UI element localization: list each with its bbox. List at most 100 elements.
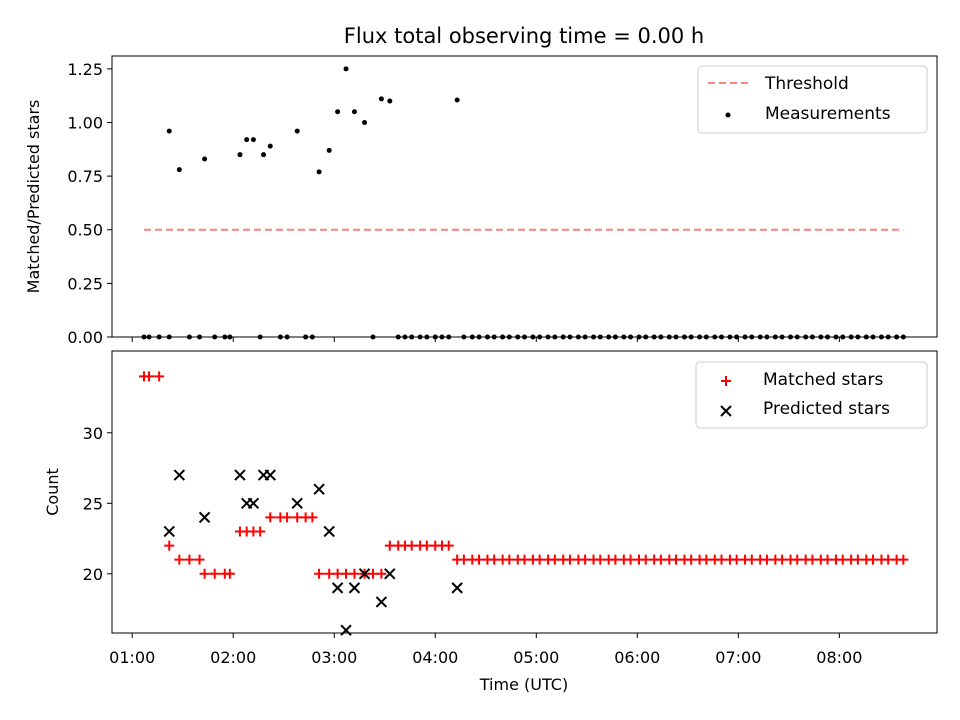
matched-star-marker — [174, 554, 185, 565]
matched-star-marker — [224, 568, 235, 579]
measurement-point — [326, 147, 332, 153]
matched-star-marker — [332, 568, 343, 579]
matched-star-marker — [376, 568, 387, 579]
predicted-star-marker — [331, 582, 344, 594]
matched-star-marker — [341, 568, 352, 579]
measurement-point — [848, 334, 854, 340]
measurement-point — [560, 334, 566, 340]
matched-star-marker — [184, 554, 195, 565]
measurement-point — [378, 96, 384, 102]
x-axis-label: Time (UTC) — [479, 675, 568, 694]
measurement-point — [757, 334, 763, 340]
matched-star-marker — [580, 554, 591, 565]
matched-star-marker — [610, 554, 621, 565]
predicted-star-marker — [234, 469, 246, 481]
matched-star-marker — [625, 554, 636, 565]
matched-star-marker — [898, 554, 909, 565]
matched-star-marker — [504, 554, 515, 565]
measurement-point — [606, 334, 612, 340]
legend-matched-swatch — [721, 376, 731, 386]
measurement-point — [833, 334, 839, 340]
measurement-point — [303, 334, 309, 340]
matched-star-marker — [761, 554, 772, 565]
measurement-point — [141, 334, 147, 340]
measurement-point — [788, 334, 794, 340]
bottom-y-axis-label: Count — [43, 468, 62, 516]
top-y-tick-label: 0.50 — [67, 221, 103, 240]
measurement-point — [257, 334, 263, 340]
measurement-point — [515, 334, 521, 340]
measurement-point — [439, 334, 445, 340]
legend-predicted-swatch — [720, 405, 732, 417]
measurement-point — [855, 334, 861, 340]
measurement-point — [424, 334, 430, 340]
measurement-point — [651, 334, 657, 340]
x-tick-label: 07:00 — [715, 648, 761, 667]
measurement-point — [727, 334, 733, 340]
measurement-point — [734, 334, 740, 340]
measurement-point — [166, 334, 172, 340]
measurement-point — [621, 334, 627, 340]
matched-star-marker — [883, 554, 894, 565]
predicted-star-marker — [264, 469, 276, 481]
legend-predicted-label: Predicted stars — [763, 399, 890, 419]
measurement-point — [840, 334, 846, 340]
matched-star-marker — [164, 540, 175, 551]
matched-star-marker — [199, 568, 210, 579]
matched-star-marker — [154, 371, 165, 382]
matched-star-marker — [144, 371, 155, 382]
matched-star-marker — [489, 554, 500, 565]
predicted-star-marker — [247, 497, 260, 509]
matched-star-marker — [443, 540, 454, 551]
measurement-point — [803, 334, 809, 340]
legend-threshold-label: Threshold — [764, 74, 849, 94]
bottom-y-tick-label: 30 — [83, 424, 103, 443]
predicted-star-marker — [173, 469, 186, 481]
measurement-point — [402, 334, 408, 340]
matched-star-marker — [384, 540, 395, 551]
measurement-point — [446, 334, 452, 340]
measurement-point — [567, 334, 573, 340]
figure-title: Flux total observing time = 0.00 h — [344, 24, 704, 48]
measurement-point — [417, 334, 423, 340]
measurement-point — [643, 334, 649, 340]
measurement-point — [703, 334, 709, 340]
top-panel: 0.00 0.25 0.50 0.75 1.00 1.25 Matched/Predict… — [24, 55, 938, 347]
measurement-point — [794, 334, 800, 340]
predicted-star-marker — [313, 483, 325, 495]
legend-measurements-label: Measurements — [765, 104, 891, 124]
measurement-point — [697, 334, 703, 340]
measurement-point — [316, 169, 322, 175]
legend-measurements-swatch — [725, 112, 731, 118]
measurement-point — [552, 334, 558, 340]
matched-star-marker — [324, 568, 335, 579]
top-legend-box — [697, 65, 928, 134]
measurement-point — [870, 334, 876, 340]
measurement-point — [294, 128, 300, 134]
predicted-star-marker — [384, 568, 396, 580]
x-tick-label: 08:00 — [816, 648, 862, 667]
bottom-y-tick-label: 20 — [83, 565, 103, 584]
bottom-axes-frame — [111, 350, 938, 634]
matched-star-marker — [731, 554, 742, 565]
top-legend: Threshold Measurements — [697, 65, 928, 134]
measurement-point — [885, 334, 891, 340]
matched-star-marker — [314, 568, 325, 579]
bottom-y-ticks: 20 25 30 — [83, 424, 112, 584]
measurement-point — [809, 334, 815, 340]
measurement-point — [476, 334, 482, 340]
measurement-point — [284, 334, 290, 340]
measurement-point — [156, 334, 162, 340]
matched-star-marker — [458, 554, 469, 565]
top-y-axis-label: Matched/Predicted stars — [24, 100, 43, 294]
measurement-point — [537, 334, 543, 340]
measurement-point — [530, 334, 536, 340]
predicted-star-marker — [340, 624, 352, 636]
top-y-tick-label: 1.25 — [67, 60, 103, 79]
matched-star-marker — [549, 554, 560, 565]
matched-star-marker — [671, 554, 682, 565]
bottom-y-tick-label: 25 — [83, 494, 103, 513]
matched-star-marker — [534, 554, 545, 565]
x-tick-label: 02:00 — [210, 648, 256, 667]
